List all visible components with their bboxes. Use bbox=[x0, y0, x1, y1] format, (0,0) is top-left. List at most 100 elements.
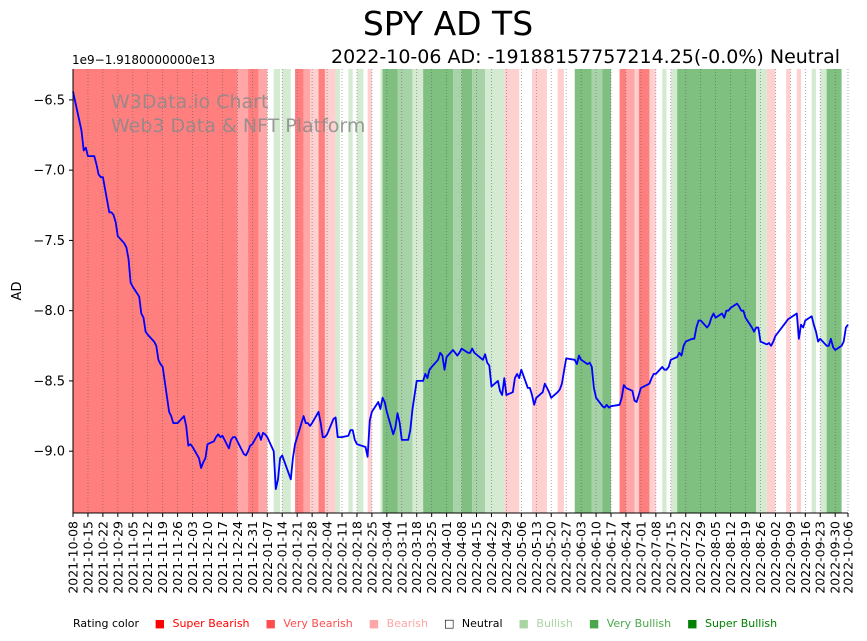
rating-band-bearish bbox=[309, 69, 319, 513]
x-tick-label: 2022-09-02 bbox=[768, 521, 783, 594]
x-tick-label: 2022-04-01 bbox=[439, 521, 454, 594]
legend-swatch: ■ bbox=[154, 617, 165, 630]
x-tick-label: 2022-07-15 bbox=[663, 521, 678, 594]
legend-label: Bearish bbox=[383, 617, 428, 630]
x-tick-label: 2022-02-11 bbox=[335, 521, 350, 594]
legend-swatch: ■ bbox=[588, 617, 600, 630]
x-tick-label: 2022-08-12 bbox=[723, 521, 738, 594]
x-tick-label: 2022-01-14 bbox=[275, 521, 290, 594]
x-tick-label: 2021-10-15 bbox=[80, 521, 95, 594]
legend-item-bearish: ■ Bearish bbox=[369, 617, 432, 630]
x-tick-label: 2022-07-29 bbox=[693, 521, 708, 594]
x-tick-label: 2022-01-21 bbox=[290, 521, 305, 594]
rating-band-super-bearish bbox=[619, 69, 626, 513]
rating-band-super-bearish bbox=[73, 69, 238, 513]
x-tick-label: 2022-02-25 bbox=[364, 521, 379, 594]
x-tick-label: 2022-08-05 bbox=[708, 521, 723, 594]
rating-band-very-bullish bbox=[453, 69, 462, 513]
x-tick-label: 2021-12-17 bbox=[215, 521, 230, 594]
legend-item-neutral: □ Neutral bbox=[444, 617, 507, 630]
legend-item-very-bullish: ■ Very Bullish bbox=[589, 617, 675, 630]
x-tick-label: 2021-11-26 bbox=[170, 521, 185, 594]
legend-swatch: ■ bbox=[265, 617, 276, 630]
x-tick-label: 2022-07-08 bbox=[648, 521, 663, 594]
legend-label: Bullish bbox=[532, 617, 573, 630]
y-tick-label: −7.0 bbox=[33, 164, 65, 179]
x-tick-label: 2022-04-29 bbox=[499, 521, 514, 594]
y-tick-label: −8.5 bbox=[33, 374, 65, 389]
legend: Rating color ■ Super Bearish ■ Very Beari… bbox=[73, 617, 789, 630]
x-tick-label: 2022-07-01 bbox=[633, 521, 648, 594]
legend-item-super-bullish: ■ Super Bullish bbox=[687, 617, 781, 630]
x-tick-label: 2021-11-19 bbox=[155, 521, 170, 594]
x-tick-label: 2021-12-10 bbox=[200, 521, 215, 594]
x-tick-label: 2021-12-03 bbox=[185, 521, 200, 594]
x-tick-label: 2022-02-04 bbox=[320, 521, 335, 594]
x-tick-label: 2021-11-05 bbox=[125, 521, 140, 594]
legend-swatch: ■ bbox=[687, 617, 698, 630]
legend-label: Super Bullish bbox=[701, 617, 778, 630]
watermark-line: Web3 Data & NFT Platform bbox=[111, 115, 365, 137]
rating-band-bullish bbox=[820, 69, 827, 513]
x-tick-label: 2021-10-08 bbox=[66, 521, 81, 594]
series-line-ad bbox=[72, 91, 849, 490]
rating-band-bullish bbox=[670, 69, 678, 513]
series-layer bbox=[72, 91, 849, 490]
rating-band-super-bearish bbox=[248, 69, 259, 513]
y-tick-label: −8.0 bbox=[33, 304, 65, 319]
y-tick-label: −9.0 bbox=[33, 445, 65, 460]
x-tick-label: 2022-09-30 bbox=[828, 521, 843, 594]
rating-band-bearish bbox=[324, 69, 336, 513]
legend-label: Super Bearish bbox=[168, 617, 250, 630]
rating-band-bearish bbox=[367, 69, 372, 513]
legend-swatch: □ bbox=[444, 617, 455, 630]
rating-band-very-bullish bbox=[397, 69, 413, 513]
rating-band-super-bullish bbox=[826, 69, 842, 513]
x-tick-label: 2022-06-03 bbox=[574, 521, 589, 594]
y-axis-offset-text: 1e9−1.9180000000e13 bbox=[72, 53, 216, 67]
x-tick-label: 2022-09-09 bbox=[783, 521, 798, 594]
rating-band-super-bullish bbox=[382, 69, 398, 513]
x-tick-label: 2022-01-07 bbox=[260, 521, 275, 594]
legend-swatch: ■ bbox=[368, 617, 380, 630]
rating-band-super-bullish bbox=[602, 69, 612, 513]
rating-band-very-bearish bbox=[625, 69, 635, 513]
x-tick-label: 2022-06-10 bbox=[589, 521, 604, 594]
x-tick-label: 2022-04-08 bbox=[454, 521, 469, 594]
legend-items: ■ Super Bearish ■ Very Bearish ■ Bearish □ … bbox=[147, 617, 786, 630]
rating-band-very-bullish bbox=[472, 69, 486, 513]
rating-band-super-bearish bbox=[295, 69, 304, 513]
x-tick-label: 2022-09-16 bbox=[798, 521, 813, 594]
legend-title: Rating color bbox=[73, 617, 140, 630]
x-tick-label: 2022-09-23 bbox=[813, 521, 828, 594]
y-tick-label: −6.5 bbox=[33, 93, 65, 108]
x-tick-label: 2022-05-27 bbox=[559, 521, 574, 594]
rating-band-super-bearish bbox=[318, 69, 325, 513]
x-tick-label: 2022-08-19 bbox=[738, 521, 753, 594]
rating-band-very-bullish bbox=[591, 69, 603, 513]
rating-band-bullish bbox=[335, 69, 340, 513]
rating-band-super-bearish bbox=[638, 69, 650, 513]
rating-band-bullish bbox=[811, 69, 816, 513]
x-tick-label: 2022-02-18 bbox=[349, 521, 364, 594]
legend-item-very-bearish: ■ Very Bearish bbox=[266, 617, 357, 630]
x-tick-label: 2022-04-15 bbox=[469, 521, 484, 594]
x-tick-label: 2022-10-06 bbox=[841, 521, 856, 594]
rating-band-very-bearish bbox=[303, 69, 310, 513]
rating-band-bearish bbox=[504, 69, 520, 513]
rating-band-super-bullish bbox=[677, 69, 757, 513]
x-tick-label: 2022-05-13 bbox=[529, 521, 544, 594]
x-tick-label: 2022-04-22 bbox=[484, 521, 499, 594]
rating-band-bearish bbox=[532, 69, 547, 513]
rating-band-bearish bbox=[557, 69, 565, 513]
legend-label: Very Bearish bbox=[279, 617, 353, 630]
x-tick-label: 2022-01-28 bbox=[305, 521, 320, 594]
y-tick-label: −7.5 bbox=[33, 234, 65, 249]
x-tick-label: 2022-03-11 bbox=[394, 521, 409, 594]
x-tick-label: 2022-06-17 bbox=[604, 521, 619, 594]
rating-band-bearish bbox=[796, 69, 802, 513]
x-tick-label: 2022-05-06 bbox=[514, 521, 529, 594]
